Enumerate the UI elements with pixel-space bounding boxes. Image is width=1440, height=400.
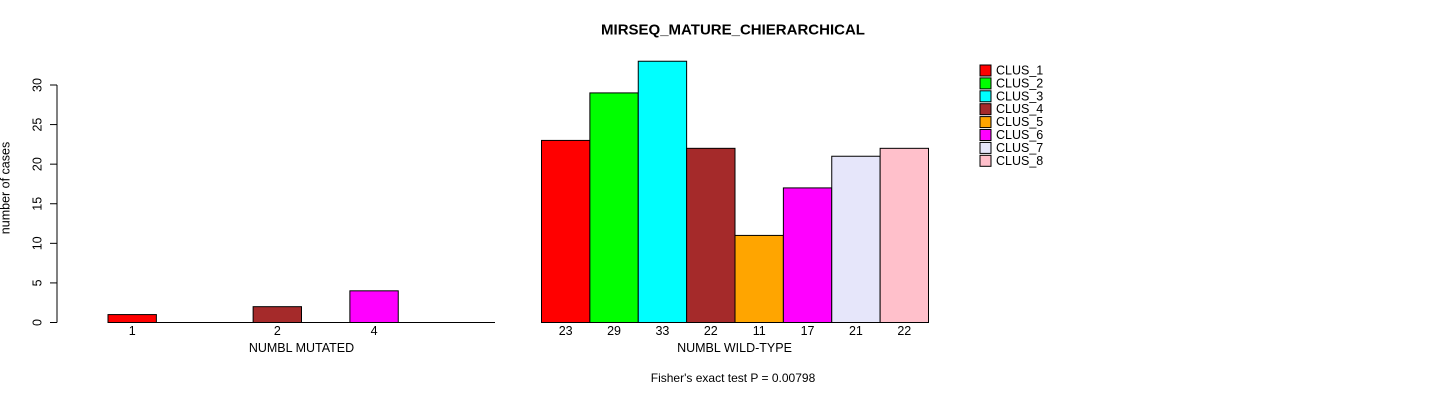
bar-clus_4 bbox=[686, 147, 736, 323]
legend-label: CLUS_4 bbox=[996, 102, 1043, 116]
bar-value-label: 1 bbox=[129, 324, 136, 338]
x-axis-title-mutated: NUMBL MUTATED bbox=[249, 341, 354, 355]
legend-swatch-clus_2 bbox=[979, 77, 992, 90]
y-axis-tick-label: 10 bbox=[31, 236, 45, 250]
y-axis: 0 5 10 15 20 25 30 bbox=[31, 78, 58, 326]
bar-value-label: 4 bbox=[371, 324, 378, 338]
legend-swatch-clus_1 bbox=[979, 64, 992, 77]
bar-value-label: 29 bbox=[607, 324, 621, 338]
legend-swatch-clus_6 bbox=[979, 129, 992, 141]
figure-title: MIRSEQ_MATURE_CHIERARCHICAL bbox=[601, 22, 865, 39]
bar-clus_1 bbox=[107, 314, 157, 324]
legend-label: CLUS_6 bbox=[996, 128, 1043, 142]
panel-numbl-mutated: 1 2 4 bbox=[107, 290, 495, 338]
x-axis-title-wild-type: NUMBL WILD-TYPE bbox=[677, 341, 792, 355]
fisher-test-caption: Fisher's exact test P = 0.00798 bbox=[651, 371, 816, 385]
legend-swatch-clus_3 bbox=[979, 90, 992, 103]
bar-value-label: 21 bbox=[849, 324, 863, 338]
legend-label: CLUS_2 bbox=[996, 76, 1043, 90]
legend-label: CLUS_7 bbox=[996, 141, 1043, 155]
bar-value-label: 22 bbox=[704, 324, 718, 338]
legend-label: CLUS_1 bbox=[996, 64, 1043, 78]
bar-value-label: 23 bbox=[559, 324, 573, 338]
legend-label: CLUS_8 bbox=[996, 154, 1043, 168]
y-axis-tick-label: 25 bbox=[31, 118, 45, 132]
bar-clus_4 bbox=[252, 306, 302, 323]
bar-clus_6 bbox=[349, 290, 399, 323]
y-axis-tick-label: 15 bbox=[31, 197, 45, 211]
legend-swatch-clus_7 bbox=[979, 141, 992, 154]
y-axis-tick-label: 0 bbox=[31, 319, 45, 326]
legend: CLUS_1CLUS_2CLUS_3CLUS_4CLUS_5CLUS_6CLUS… bbox=[979, 64, 1043, 168]
y-axis-title: number of cases bbox=[0, 142, 13, 234]
bar-value-label: 33 bbox=[655, 324, 669, 338]
legend-swatch-clus_8 bbox=[979, 154, 992, 167]
bar-clus_1 bbox=[541, 139, 591, 323]
bar-value-label: 11 bbox=[753, 324, 766, 338]
bar-value-label: 2 bbox=[274, 324, 281, 338]
bar-clus_6 bbox=[782, 187, 833, 323]
legend-label: CLUS_3 bbox=[996, 89, 1043, 103]
bar-clus_7 bbox=[831, 155, 881, 323]
legend-swatch-clus_4 bbox=[979, 103, 992, 116]
legend-label: CLUS_5 bbox=[996, 115, 1043, 129]
y-axis-tick-label: 30 bbox=[31, 78, 45, 92]
legend-swatch-clus_5 bbox=[979, 116, 992, 129]
y-axis-tick-label: 20 bbox=[31, 157, 45, 171]
bar-clus_8 bbox=[879, 147, 929, 323]
bar-value-label: 22 bbox=[897, 324, 911, 338]
bar-clus_2 bbox=[589, 92, 639, 323]
y-axis-tick-label: 5 bbox=[31, 279, 45, 286]
bar-clus_5 bbox=[734, 234, 784, 323]
panel-numbl-wild-type: 23 29 33 22 11 17 21 22 bbox=[541, 60, 929, 338]
bar-clus_3 bbox=[637, 60, 688, 323]
bar-value-label: 17 bbox=[801, 324, 815, 338]
